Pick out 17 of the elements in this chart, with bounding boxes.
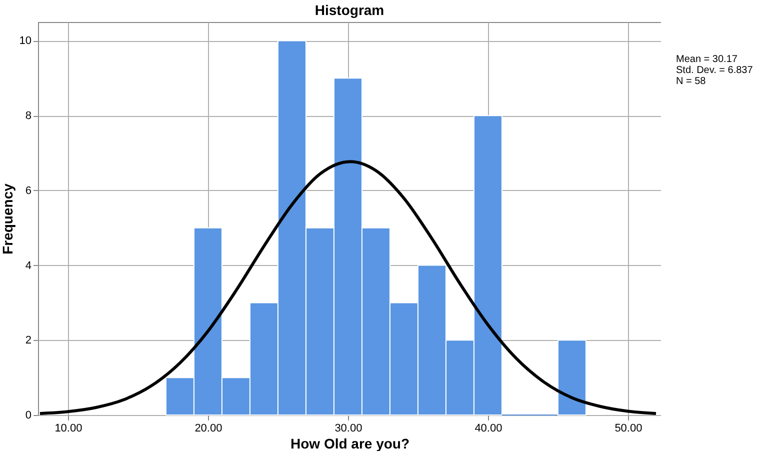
line-series [38, 160, 658, 415]
y-tick-label: 6 [25, 184, 32, 197]
text: Std. Dev. = 6.837 [676, 65, 753, 76]
x-tick-label: 20.00 [194, 422, 222, 434]
x-tick-label: 50.00 [614, 422, 642, 434]
text: Mean = 30.17 [676, 54, 738, 65]
y-tick-label: 10 [19, 35, 32, 48]
y-tick-label: 4 [25, 260, 32, 272]
chart-title: Histogram [314, 2, 384, 18]
y-tick-label: 8 [25, 110, 32, 122]
text: N = 58 [676, 76, 707, 87]
x-tick-label: 10.00 [54, 422, 82, 434]
x-tick-label: 30.00 [334, 422, 362, 434]
y-tick-label: 2 [25, 334, 32, 347]
x-tick-label: 40.00 [474, 422, 502, 434]
y-axis-title: Frequency [0, 183, 16, 254]
y-tick-label: 0 [25, 410, 32, 422]
